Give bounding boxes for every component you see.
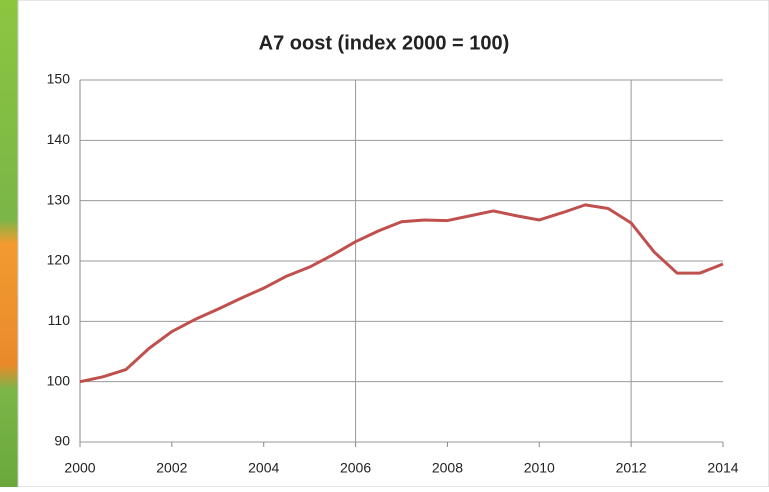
x-tick-label: 2012	[616, 460, 647, 476]
y-tick-label: 150	[47, 71, 71, 87]
y-tick-label: 140	[47, 131, 71, 147]
y-tick-label: 90	[54, 433, 70, 449]
x-tick-label: 2000	[64, 460, 95, 476]
x-tick-label: 2006	[340, 460, 371, 476]
chart-panel	[18, 0, 769, 487]
chart-title: A7 oost (index 2000 = 100)	[259, 32, 510, 54]
x-tick-label: 2002	[156, 460, 187, 476]
x-tick-label: 2004	[248, 460, 279, 476]
x-tick-label: 2014	[707, 460, 738, 476]
y-tick-label: 100	[47, 372, 71, 388]
x-tick-label: 2008	[432, 460, 463, 476]
chart: A7 oost (index 2000 = 100) 90 100 110 120 13…	[0, 0, 769, 487]
y-tick-label: 130	[47, 191, 71, 207]
y-tick-label: 110	[48, 312, 71, 328]
y-tick-label: 120	[47, 252, 71, 268]
x-tick-label: 2010	[524, 460, 555, 476]
